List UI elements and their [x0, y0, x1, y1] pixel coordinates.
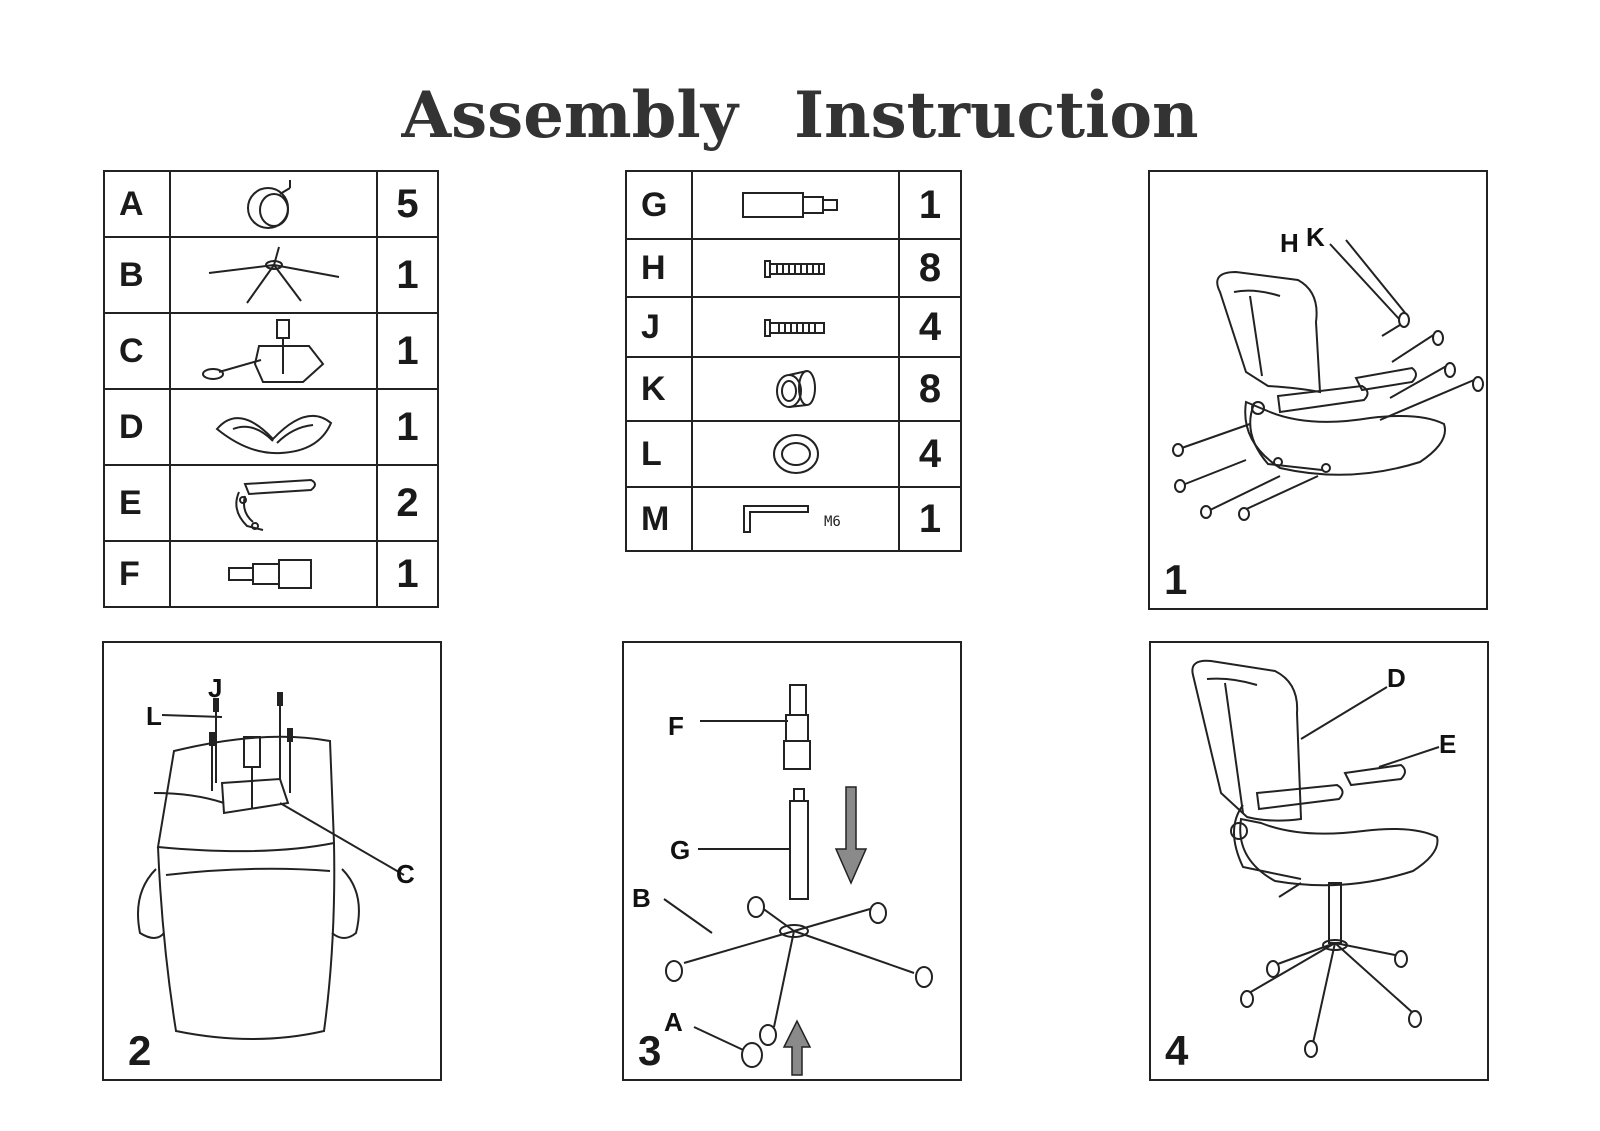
part-letter: G [625, 170, 693, 240]
part-row: L 4 [625, 420, 962, 488]
part-qty: 8 [898, 238, 962, 298]
part-qty: 1 [376, 236, 439, 314]
part-qty: 1 [376, 388, 439, 466]
part-qty: 4 [898, 420, 962, 488]
caster-wheel-icon [246, 180, 291, 229]
part-row: G 1 [625, 170, 962, 240]
parts-table-left: A 5 B 1 C [103, 170, 439, 608]
step-number: 4 [1165, 1027, 1189, 1074]
step-1-illustration: H K [1172, 222, 1484, 521]
part-letter: J [625, 296, 693, 358]
part-letter: A [103, 170, 171, 238]
step-panel-2: J L C 2 [102, 641, 442, 1081]
allen-key-icon: M6 [742, 505, 841, 533]
chair-body-icon [215, 414, 332, 455]
part-qty: 1 [376, 540, 439, 608]
part-letter: E [103, 464, 171, 542]
callout-c: C [396, 859, 415, 889]
callout-j: J [208, 673, 222, 703]
step-number: 2 [128, 1027, 152, 1074]
callout-e: E [1439, 729, 1456, 759]
step-number: 3 [638, 1027, 662, 1074]
part-letter: B [103, 236, 171, 314]
step-panel-3: F G B A 3 [622, 641, 962, 1081]
part-qty: 8 [898, 356, 962, 422]
spacer-sleeve-icon [775, 370, 816, 408]
long-bolt-icon [763, 260, 825, 278]
star-base-icon [208, 246, 339, 304]
part-qty: 1 [898, 486, 962, 552]
step-number: 1 [1164, 556, 1188, 603]
part-qty: 5 [376, 170, 439, 238]
callout-k: K [1306, 222, 1325, 252]
part-row: K 8 [625, 356, 962, 422]
part-qty: 4 [898, 296, 962, 358]
part-qty: 1 [376, 312, 439, 390]
part-letter: F [103, 540, 171, 608]
part-row: B 1 [103, 236, 439, 314]
parts-table-right: G 1 H 8 J [625, 170, 962, 552]
step-4-illustration: D E [1191, 659, 1456, 1058]
callout-d: D [1387, 663, 1406, 693]
step-panel-4: D E 4 [1149, 641, 1489, 1081]
callout-g: G [670, 835, 690, 865]
armrest-icon [234, 478, 316, 531]
part-letter: L [625, 420, 693, 488]
cylinder-cover-icon [227, 559, 312, 589]
callout-b: B [632, 883, 651, 913]
part-letter: H [625, 238, 693, 298]
part-row: J 4 [625, 296, 962, 358]
part-letter: M [625, 486, 693, 552]
short-bolt-icon [763, 319, 825, 337]
part-row: A 5 [103, 170, 439, 238]
part-letter: K [625, 356, 693, 422]
callout-f: F [668, 711, 684, 741]
part-qty: 1 [898, 170, 962, 240]
washer-icon [772, 434, 819, 474]
step-3-illustration: F G B A [632, 684, 933, 1076]
part-row: C 1 [103, 312, 439, 390]
step-2-illustration: J L C [137, 673, 415, 1040]
callout-l: L [146, 701, 162, 731]
part-row: H 8 [625, 238, 962, 298]
callout-h: H [1280, 228, 1299, 258]
allen-key-size-label: M6 [824, 514, 841, 530]
part-letter: D [103, 388, 171, 466]
page-title: Assembly Instruction [401, 78, 1199, 153]
step-panel-1: H K 1 [1148, 170, 1488, 610]
callout-a: A [664, 1007, 683, 1037]
part-row: F 1 [103, 540, 439, 608]
part-row: D 1 [103, 388, 439, 466]
part-qty: 2 [376, 464, 439, 542]
part-letter: C [103, 312, 171, 390]
tilt-mechanism-icon [201, 319, 324, 383]
part-row: E 2 [103, 464, 439, 542]
part-row: M M6 1 [625, 486, 962, 552]
gas-lift-icon [741, 192, 838, 218]
